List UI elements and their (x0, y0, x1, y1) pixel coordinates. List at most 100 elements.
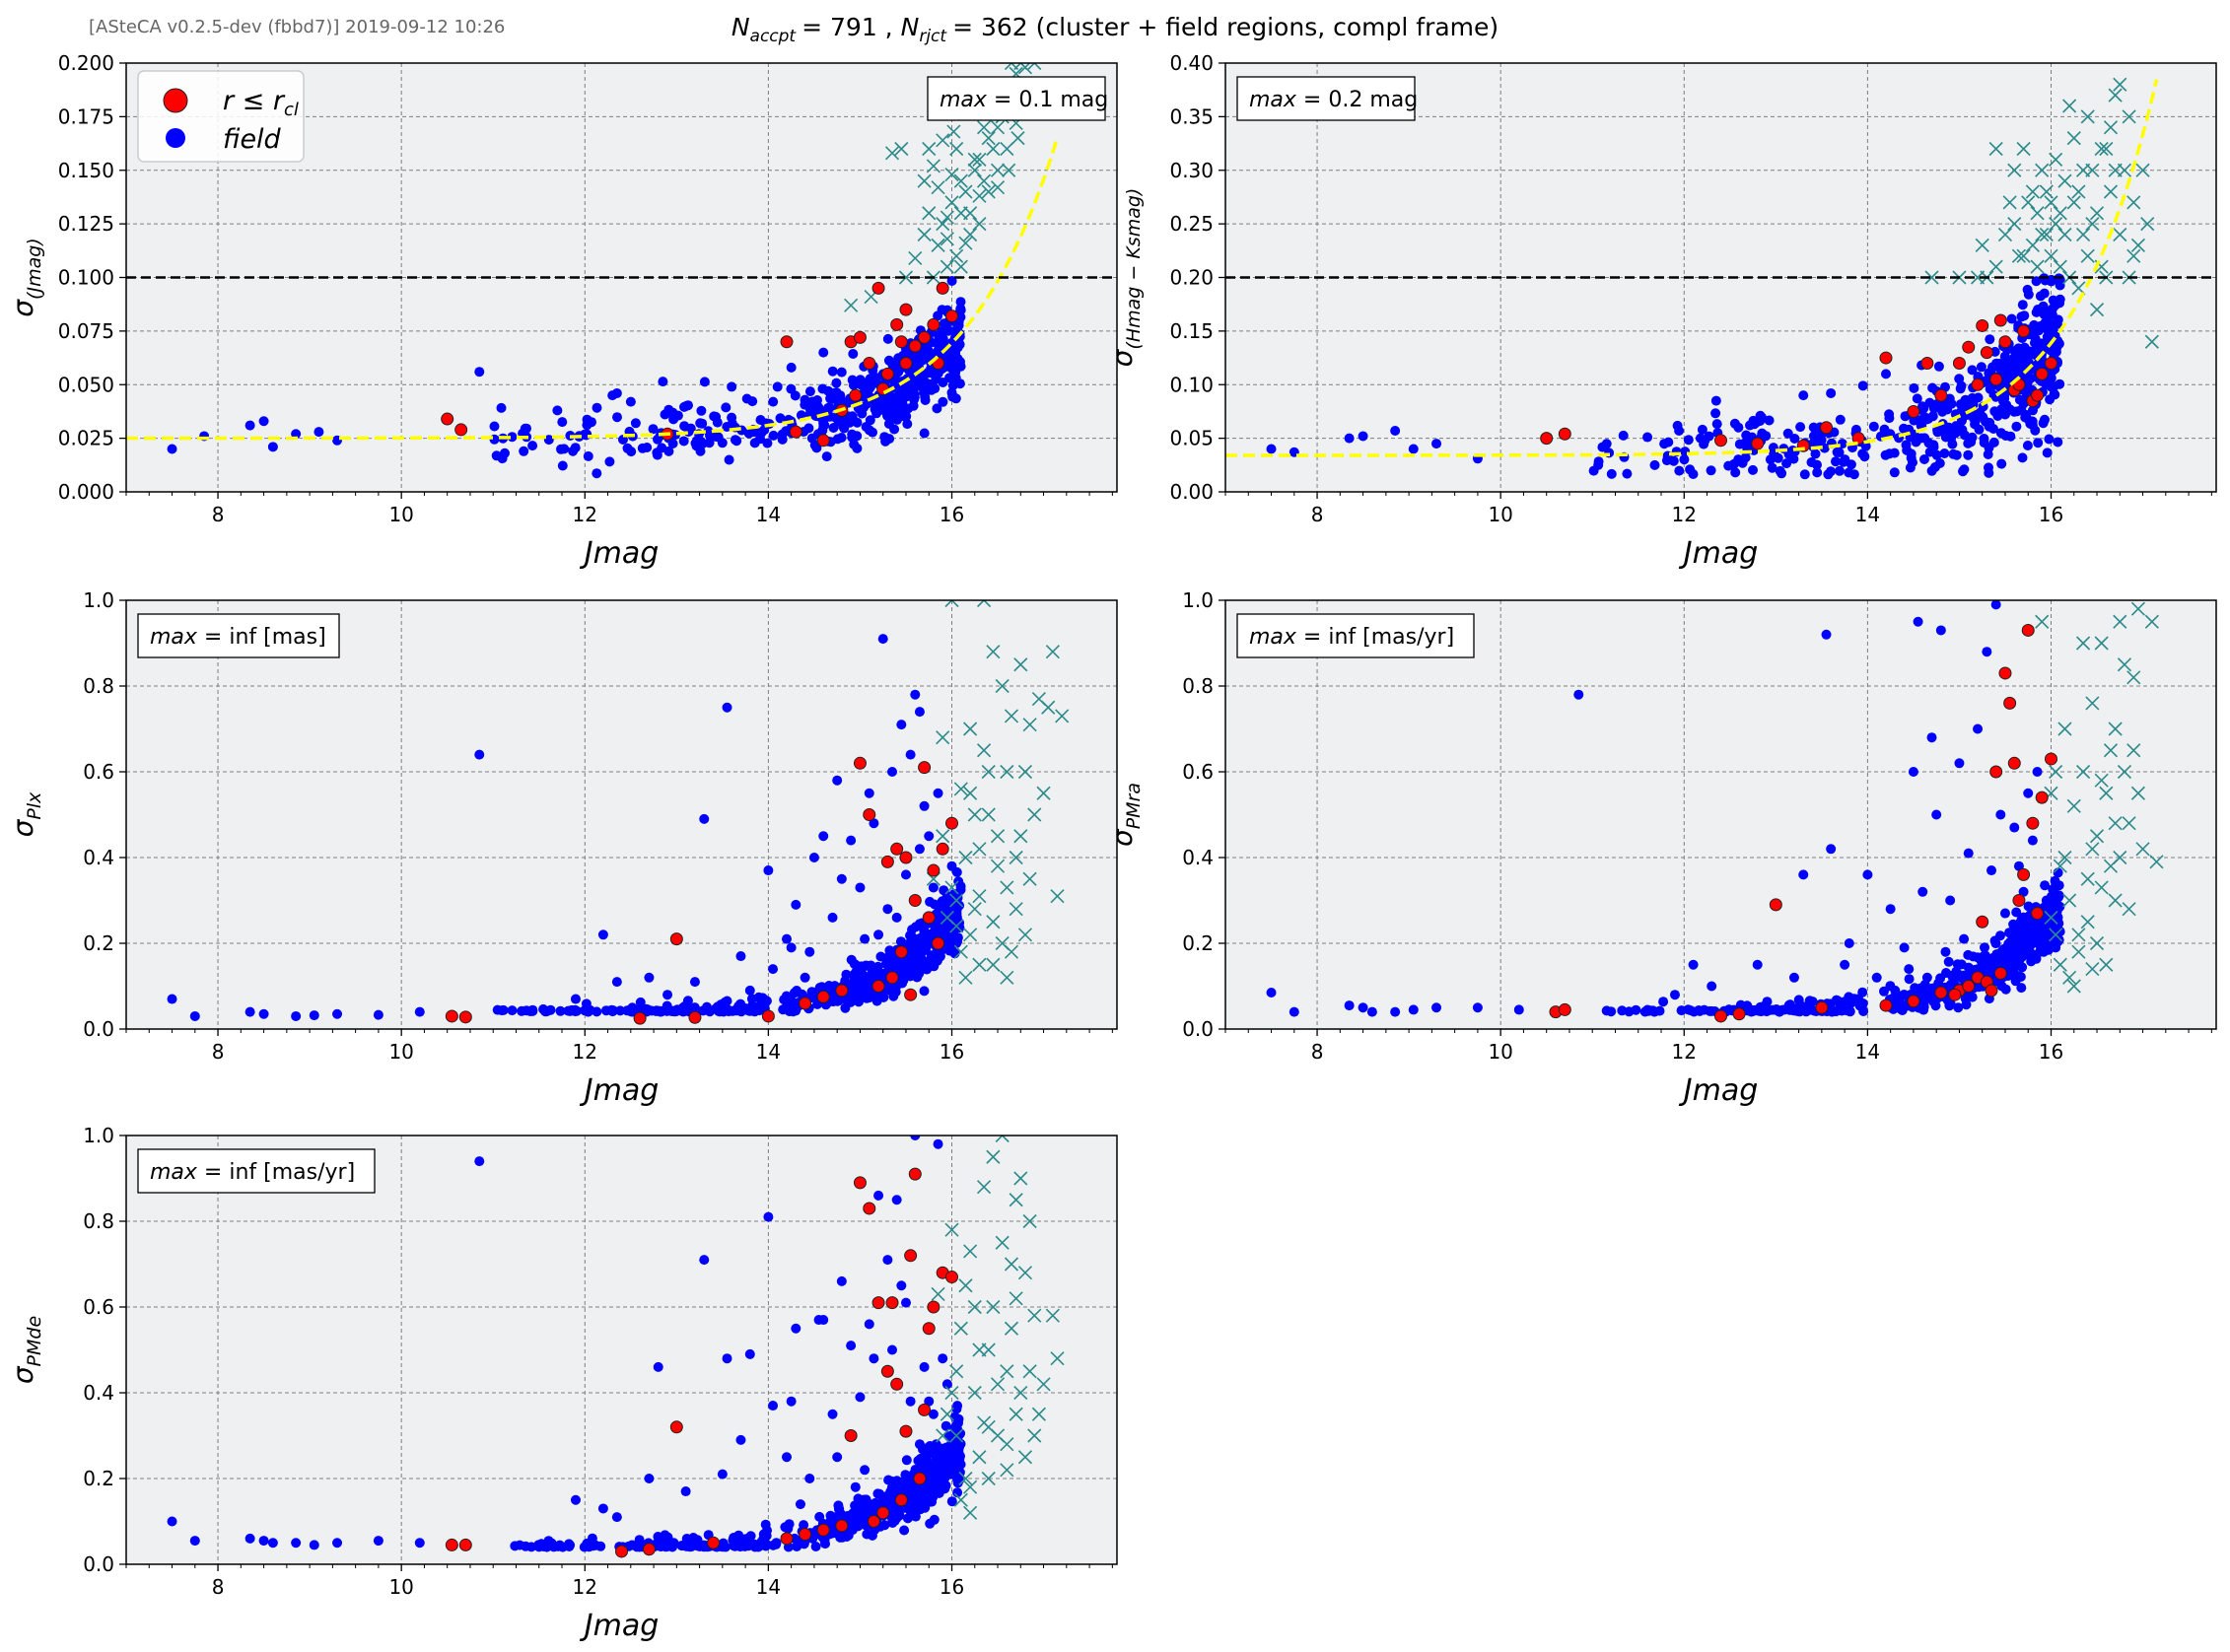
rejected-point (944, 1222, 959, 1237)
rejected-point (884, 146, 900, 161)
cluster-point (445, 1538, 458, 1551)
y-tick-label: 0.30 (1169, 159, 1214, 182)
field-point (920, 395, 931, 405)
cluster-point (904, 1249, 918, 1263)
field-point (786, 995, 797, 1005)
rejected-point (944, 600, 959, 608)
cluster-point (1952, 357, 1966, 370)
field-point (697, 439, 708, 448)
field-point (914, 1439, 925, 1450)
cluster-point (1962, 340, 1976, 354)
rejected-point (953, 173, 968, 188)
field-point (951, 1456, 962, 1467)
cluster-point (1980, 346, 1993, 360)
svg-text:max = inf [mas]: max = inf [mas] (150, 625, 326, 650)
field-point (332, 1008, 343, 1019)
field-point (827, 912, 838, 923)
rejected-point (2085, 962, 2100, 977)
cluster-point (890, 1377, 904, 1391)
field-point (1889, 447, 1900, 458)
field-point (1695, 433, 1706, 444)
field-point (1930, 1000, 1941, 1011)
field-point (907, 942, 918, 953)
field-point (1795, 422, 1806, 433)
rejected-point (949, 1364, 964, 1379)
field-point (189, 1536, 200, 1547)
field-point (919, 387, 930, 398)
field-point (309, 1010, 319, 1021)
rejected-point (1000, 141, 1014, 157)
field-point (833, 1500, 844, 1511)
field-point (583, 450, 593, 461)
field-point (689, 977, 700, 988)
field-point (855, 882, 866, 893)
y-tick-label: 0.4 (83, 1381, 114, 1405)
rejected-point (1041, 700, 1056, 715)
field-point (1881, 369, 1891, 379)
field-point (832, 775, 843, 786)
x-tick-label: 8 (1311, 1040, 1324, 1064)
cluster-point (899, 303, 913, 316)
field-point (2054, 890, 2064, 901)
field-point (519, 446, 529, 456)
rejected-point (953, 259, 968, 274)
field-point (882, 1255, 893, 1266)
field-point (663, 1540, 674, 1550)
field-point (927, 349, 938, 360)
cluster-point (1985, 984, 1998, 998)
cluster-point (918, 761, 932, 775)
field-point (1985, 964, 1995, 975)
field-point (1971, 415, 1981, 426)
rejected-point (2071, 928, 2086, 942)
field-point (1990, 600, 2001, 610)
field-point (1642, 1004, 1653, 1015)
cluster-point (1989, 765, 2003, 779)
rejected-point (1017, 764, 1033, 780)
rejected-point (958, 970, 973, 985)
field-point (2049, 388, 2059, 399)
field-point (925, 1441, 936, 1451)
field-point (2030, 425, 2041, 436)
axes-frame (1224, 599, 2217, 1030)
rejected-point (1017, 928, 1033, 942)
field-point (1408, 444, 1419, 454)
rejected-point (981, 1342, 996, 1357)
cluster-point (2017, 324, 2031, 338)
cluster-point (918, 1403, 932, 1416)
y-tick-label: 0.10 (1169, 373, 1214, 396)
field-point (1960, 430, 1970, 441)
y-tick-label: 1.0 (83, 588, 114, 612)
field-point (1760, 1003, 1771, 1014)
field-point (803, 423, 814, 434)
field-point (836, 367, 847, 378)
field-point (880, 959, 891, 969)
field-point (923, 960, 934, 970)
rejected-point (2089, 829, 2105, 844)
field-point (2039, 288, 2050, 299)
plot-marks (167, 600, 1070, 1025)
rejected-point (949, 893, 964, 908)
field-point (861, 1502, 871, 1513)
field-point (827, 366, 838, 377)
rejected-point (2126, 195, 2141, 210)
field-point (1858, 1006, 1869, 1016)
field-point (933, 310, 943, 321)
rejected-point (963, 1244, 978, 1259)
field-point (1601, 439, 1612, 449)
y-tick-label: 0.6 (83, 1295, 114, 1319)
field-point (1593, 456, 1604, 467)
field-point (884, 945, 895, 956)
rejected-point (967, 152, 982, 167)
field-point (314, 427, 324, 438)
field-point (1834, 447, 1845, 457)
rejected-point (2117, 764, 2132, 780)
cluster-point (936, 281, 949, 295)
field-point (1710, 408, 1721, 419)
field-point (919, 428, 930, 439)
rejected-point (1031, 1407, 1046, 1421)
rejected-point (958, 850, 973, 865)
plot-marks (126, 63, 1117, 479)
rejected-point (1924, 270, 1939, 285)
rejected-point (2113, 77, 2127, 92)
field-point (1844, 938, 1854, 948)
